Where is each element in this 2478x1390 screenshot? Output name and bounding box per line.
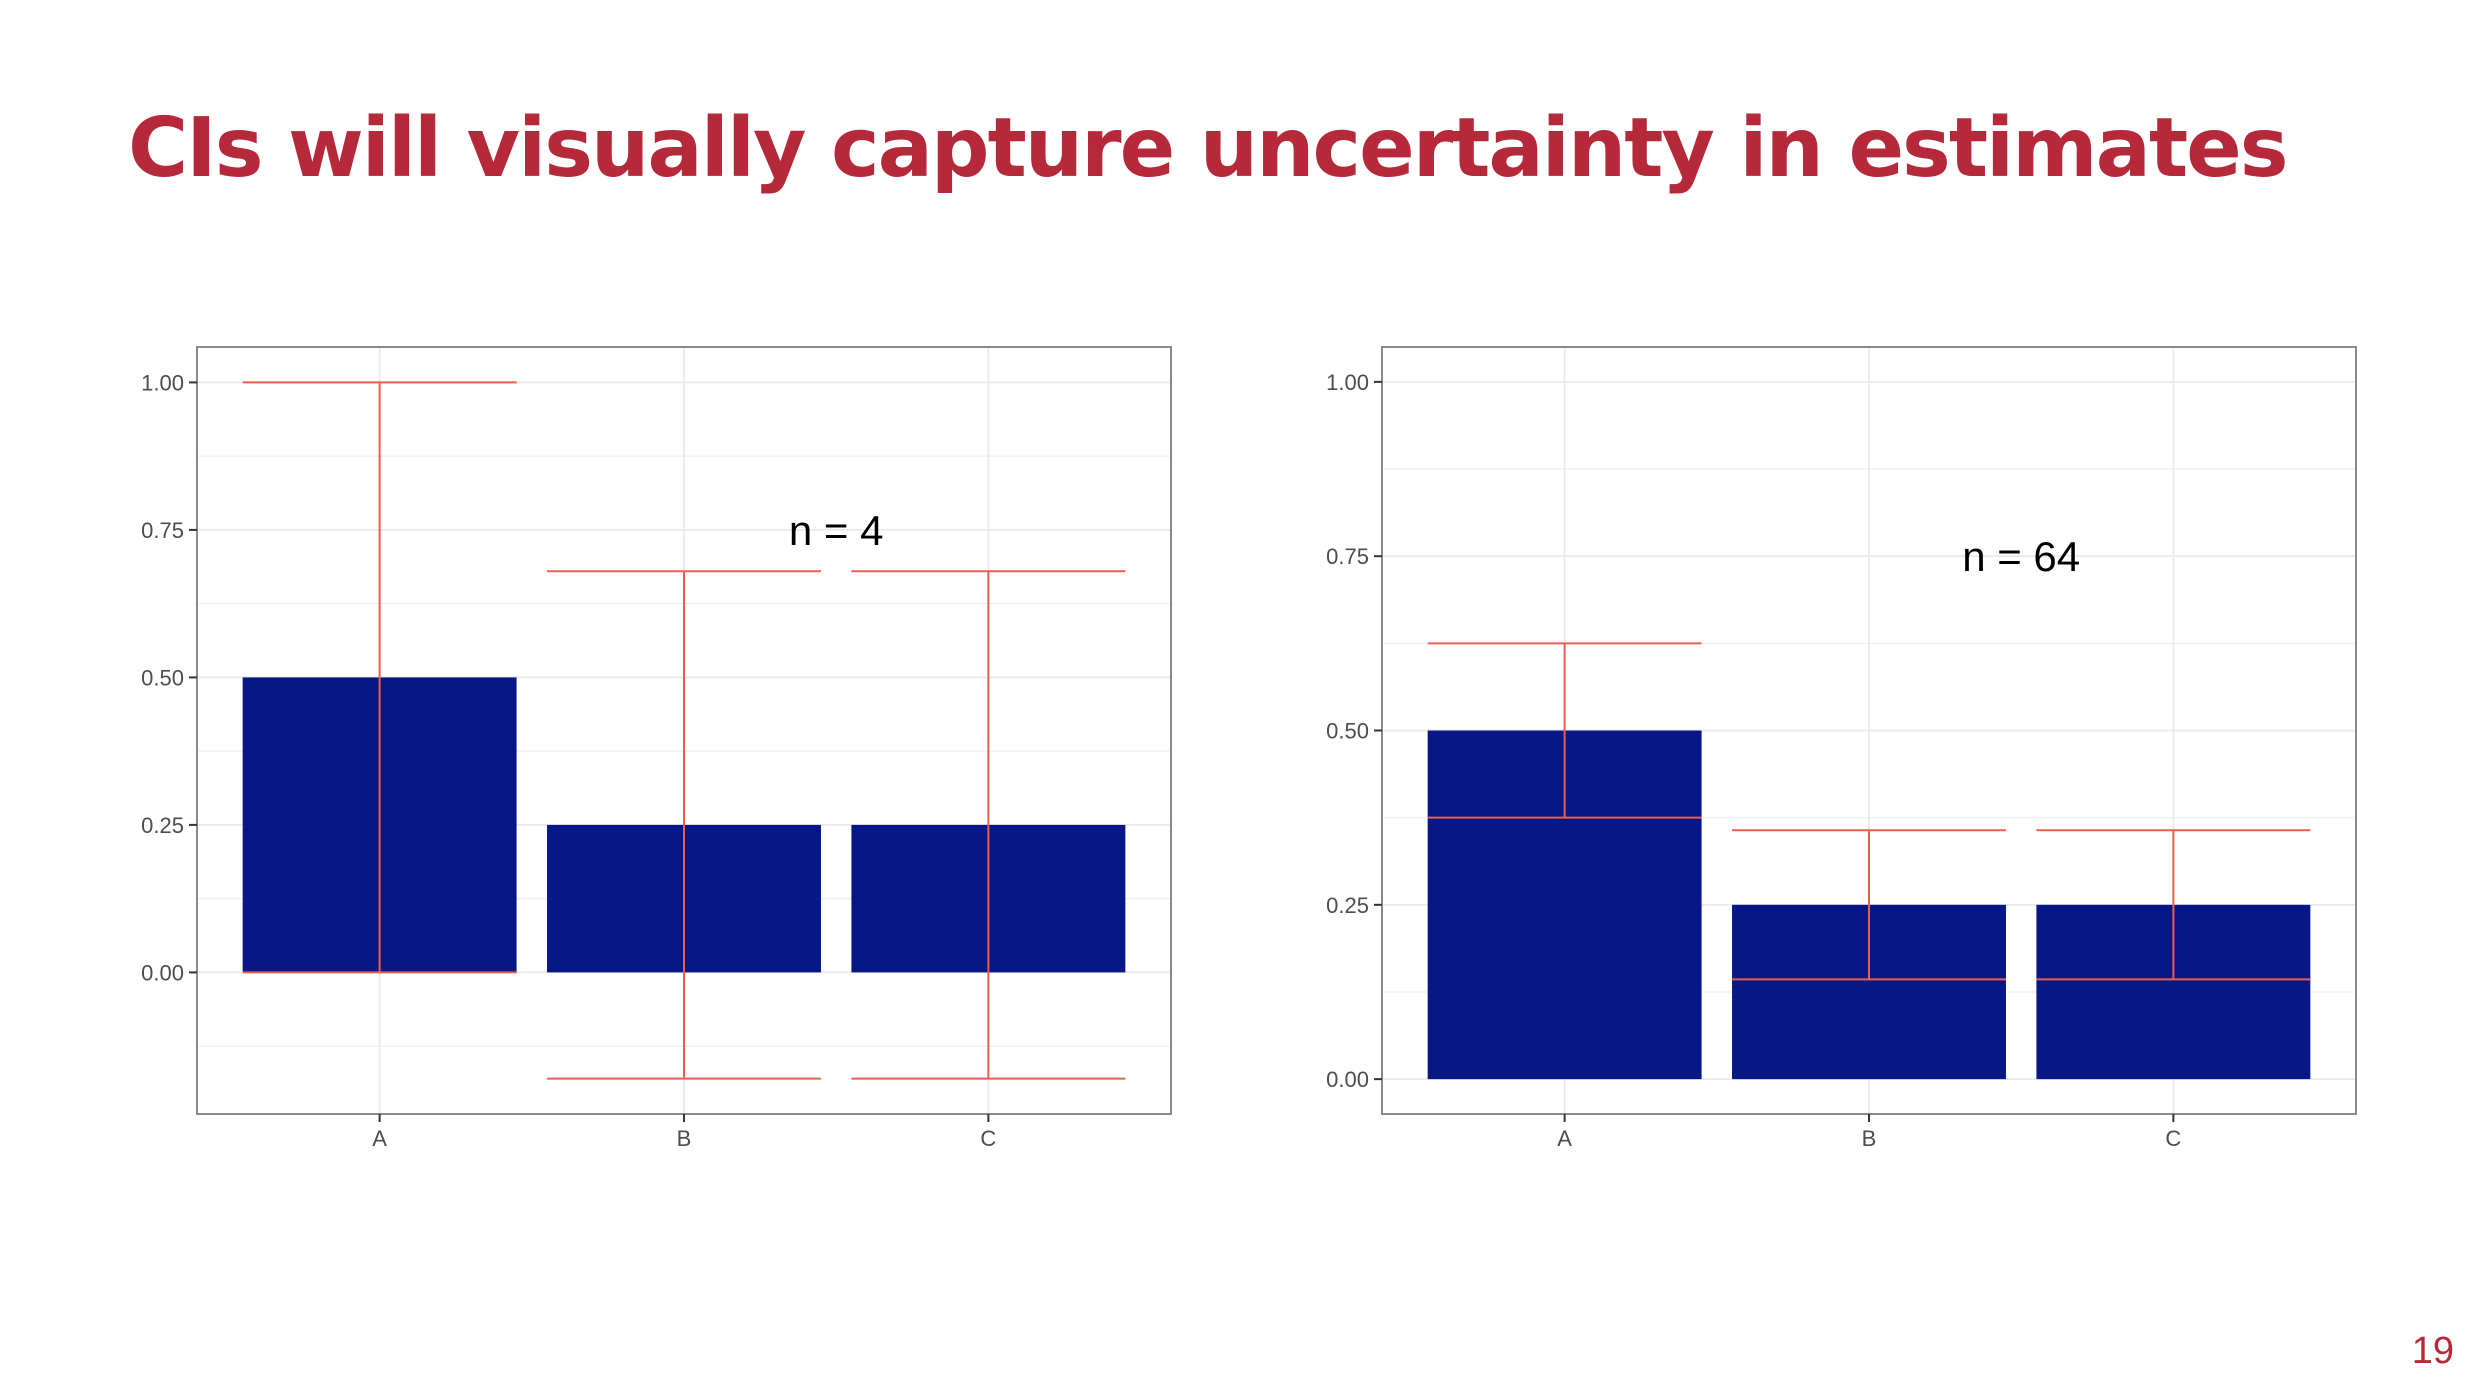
chart-n64: 0.00 0.25 0.50 0.75 1.00 A B Cn = 64: [1326, 346, 2357, 1151]
y-tick-label: 0.50: [141, 665, 184, 690]
x-tick-label: B: [677, 1126, 692, 1151]
error-bar-a: [242, 381, 517, 974]
chart-n4: 0.00 0.25 0.50 0.75 1.00 A B Cn = 4: [141, 346, 1172, 1151]
slide-title: CIs will visually capture uncertainty in…: [128, 101, 2289, 196]
error-bar-b: [547, 570, 821, 1080]
y-tick-label: 0.00: [1326, 1067, 1369, 1092]
y-tick-label: 0.75: [1326, 544, 1369, 569]
x-tick-label: C: [980, 1126, 996, 1151]
x-tick-label: A: [372, 1126, 387, 1151]
sample-size-annotation: n = 4: [789, 507, 884, 554]
x-tick-label: B: [1862, 1126, 1877, 1151]
x-tick-label: A: [1557, 1126, 1572, 1151]
error-bar-c: [851, 570, 1126, 1080]
y-tick-label: 0.75: [141, 518, 184, 543]
y-tick-label: 0.25: [141, 813, 184, 838]
error-bar-c: [2036, 829, 2311, 981]
error-bar-a: [1427, 642, 1702, 819]
y-tick-label: 1.00: [141, 370, 184, 395]
y-tick-label: 0.25: [1326, 893, 1369, 918]
y-tick-label: 1.00: [1326, 370, 1369, 395]
y-tick-label: 0.50: [1326, 719, 1369, 744]
error-bar-b: [1732, 829, 2006, 981]
sample-size-annotation: n = 64: [1962, 533, 2080, 580]
page-number: 19: [2411, 1330, 2454, 1372]
y-tick-label: 0.00: [141, 960, 184, 985]
x-tick-label: C: [2165, 1126, 2181, 1151]
